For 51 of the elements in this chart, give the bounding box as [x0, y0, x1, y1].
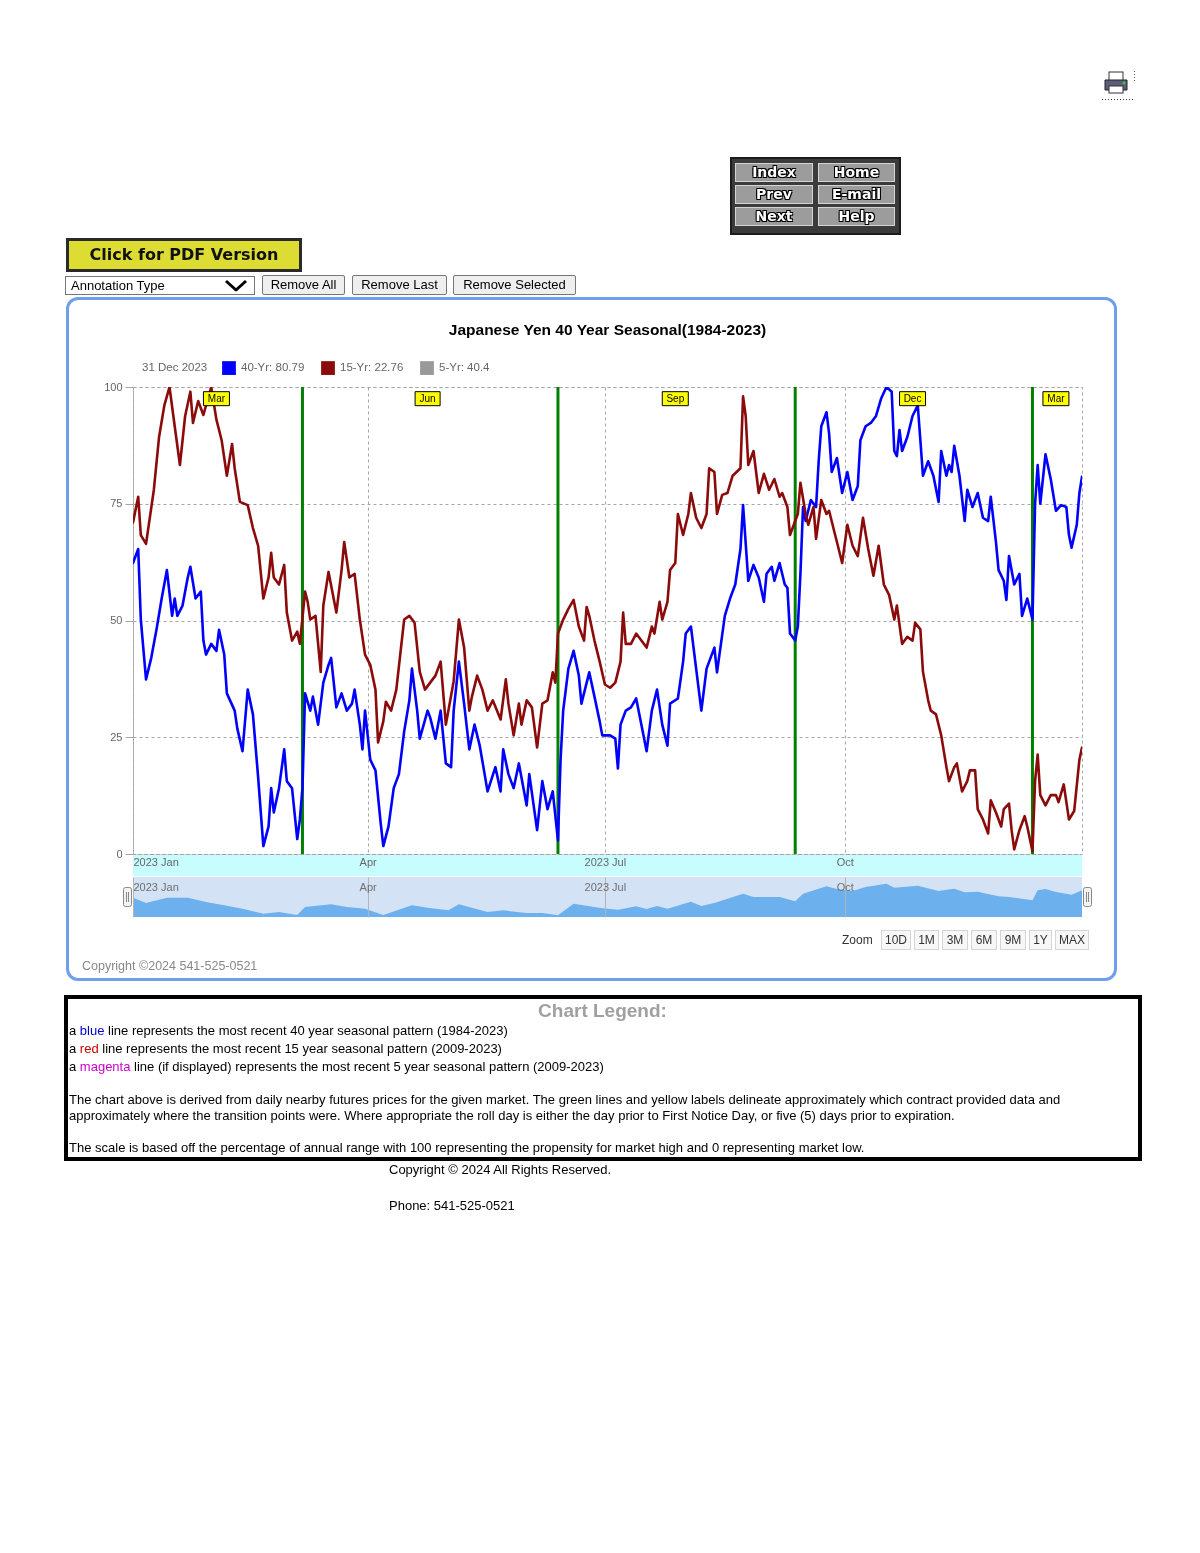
button: Remove Selected	[453, 275, 576, 295]
button: 1M	[914, 930, 939, 950]
legend-title: 31 Dec 2023	[142, 361, 208, 373]
y-tick-label: 75	[110, 497, 123, 510]
button: Click for PDF Version	[66, 238, 302, 272]
button: Help	[818, 207, 895, 226]
legend-label: 40-Yr: 80.79	[241, 361, 305, 374]
y-tick-label: 25	[110, 730, 123, 743]
chart-title: Japanese Yen 40 Year Seasonal(1984-2023)	[448, 320, 767, 338]
y-tick-label: 100	[104, 380, 123, 393]
x-tick-label: 2023 Jan	[133, 880, 179, 893]
y-tick-label: 50	[110, 614, 123, 626]
button: Home	[818, 163, 895, 182]
text: a magenta line (if displayed) represents the most recent 5 year seasonal pattern (2009-2023)	[69, 1059, 604, 1074]
button: 9M	[1000, 930, 1026, 950]
x-tick-label: Oct	[836, 855, 854, 868]
x-tick-label: 2023 Jul	[584, 880, 627, 893]
annotation: Mar	[207, 392, 226, 404]
y-tick-label: 0	[116, 847, 123, 860]
x-tick-label: 2023 Jan	[133, 855, 179, 868]
annotation: Sep	[666, 392, 685, 404]
x-tick-label: 2023 Jul	[584, 855, 627, 868]
button: 3M	[942, 930, 968, 950]
text: Phone: 541-525-0521	[389, 1198, 515, 1213]
button: E-mail	[818, 185, 895, 204]
x-tick-label: Apr	[359, 880, 378, 893]
annotation: Jun	[419, 392, 436, 404]
text: The scale is based off the percentage of annual range with 100 representing the propensity for market high and 0 representing market low.	[69, 1140, 866, 1156]
text: a red line represents the most recent 15 year seasonal pattern (2009-2023)	[69, 1041, 502, 1056]
text: Zoom	[842, 933, 873, 947]
legend-label: 15-Yr: 22.76	[340, 361, 404, 374]
button: MAX	[1055, 930, 1089, 950]
button: 1Y	[1029, 930, 1052, 950]
button: 6M	[971, 930, 997, 950]
text: Copyright © 2024 All Rights Reserved.	[389, 1162, 612, 1177]
dropdown: Annotation Type	[65, 276, 255, 295]
text: Copyright ©2024 541-525-0521	[82, 959, 258, 973]
annotation: Dec	[903, 392, 922, 404]
text: The chart above is derived from daily nearby futures prices for the given market. The green lines and yellow labels delineate approximately which contract provided data and approximately where the transition points were. Where appropriate the roll day is either the day prior to First Notice Day, or five (5) days prior to expiration.	[69, 1092, 1062, 1124]
x-tick-label: Oct	[836, 880, 854, 893]
button: 10D	[881, 930, 911, 950]
button: Prev	[735, 185, 813, 204]
text: Chart Legend:	[537, 1000, 668, 1022]
button: Index	[735, 163, 813, 182]
x-tick-label: Apr	[359, 855, 378, 868]
button: Next	[735, 207, 813, 226]
annotation: Mar	[1047, 392, 1066, 404]
legend-label: 5-Yr: 40.4	[439, 361, 491, 374]
button: Remove All	[262, 275, 345, 295]
button: Remove Last	[352, 275, 447, 295]
text: a blue line represents the most recent 40 year seasonal pattern (1984-2023)	[69, 1023, 508, 1038]
